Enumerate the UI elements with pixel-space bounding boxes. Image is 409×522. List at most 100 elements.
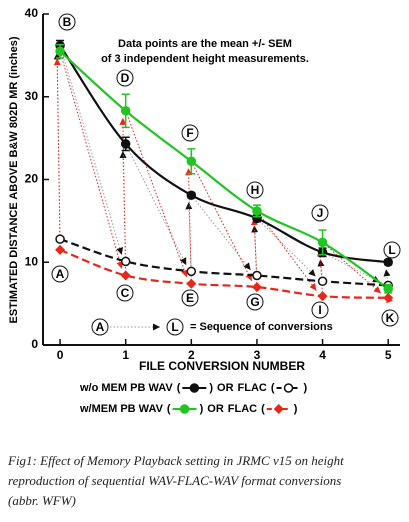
legend-paren: ) — [294, 403, 298, 415]
legend-marker — [179, 404, 190, 414]
point — [252, 270, 262, 281]
letter-circle — [246, 293, 264, 311]
legend-paren: ( — [261, 403, 265, 415]
x-tick-label: 5 — [385, 348, 392, 362]
x-tick-label: 4 — [319, 348, 326, 362]
point — [383, 283, 393, 294]
legend-marker — [273, 404, 284, 414]
caption: reproduction of sequential WAV-FLAC-WAV … — [8, 473, 341, 488]
annotation: Data points are the mean +/- SEM — [118, 38, 292, 50]
sequence-arrow — [190, 161, 253, 282]
sequence-letter: A — [96, 320, 105, 334]
y-tick-label: 40 — [25, 6, 39, 20]
letter-circle — [51, 265, 69, 283]
sequence-letter: L — [388, 243, 395, 257]
y-tick-label: 10 — [25, 254, 39, 268]
sequence-note: = Sequence of conversions — [190, 321, 333, 333]
sequence-letter: E — [186, 291, 194, 305]
legend-paren: ) — [304, 382, 308, 394]
point — [120, 139, 131, 149]
point — [120, 106, 131, 116]
caption: Fig1: Effect of Memory Playback setting … — [7, 453, 344, 468]
sequence-arrow — [185, 202, 193, 272]
point — [252, 206, 262, 216]
point — [120, 270, 131, 281]
point — [186, 156, 197, 167]
sequence-arrow — [59, 51, 124, 269]
legend-marker — [189, 383, 200, 393]
point — [120, 256, 131, 267]
point — [317, 237, 328, 248]
letter-circle — [181, 124, 199, 142]
x-tick-label: 2 — [188, 348, 195, 362]
sequence-letter: I — [318, 303, 321, 317]
legend-marker — [283, 383, 294, 393]
letter-circle — [58, 13, 76, 31]
x-tick-label: 3 — [254, 348, 261, 362]
x-axis-label: FILE CONVERSION NUMBER — [139, 359, 305, 373]
letter-circle — [311, 301, 329, 319]
sequence-letter: F — [186, 126, 193, 140]
series-line — [59, 238, 389, 287]
sequence-arrow — [125, 143, 187, 266]
legend-joiner: OR — [207, 403, 224, 415]
point — [186, 266, 197, 277]
point — [383, 257, 393, 267]
letter-circle — [116, 284, 134, 302]
legend-label: FLAC — [238, 382, 267, 394]
legend-joiner: OR — [217, 382, 234, 394]
sequence-letter: G — [250, 295, 259, 309]
sequence-letter: H — [251, 183, 260, 197]
legend-row: w/o MEM PB WAV () OR FLAC () — [79, 382, 308, 394]
letter-circle — [91, 318, 109, 336]
y-axis-label: ESTIMATED DISTANCE ABOVE B&W 802D MR (in… — [8, 36, 20, 323]
sequence-arrow — [256, 210, 317, 291]
legend-row: w/MEM PB WAV() OR FLAC() — [79, 403, 298, 415]
legend-paren: ) — [200, 403, 204, 415]
series-line — [59, 50, 389, 290]
letter-circle — [166, 318, 184, 336]
letter-circle — [181, 289, 199, 307]
sequence-letter: C — [121, 286, 130, 300]
point — [186, 190, 197, 200]
letter-circle — [311, 204, 329, 222]
sequence-letter: L — [171, 320, 178, 334]
letter-circle — [116, 69, 134, 87]
x-tick-label: 1 — [122, 348, 129, 362]
point — [317, 276, 328, 287]
point — [55, 234, 65, 244]
sequence-letter: B — [63, 15, 72, 29]
y-tick-label: 30 — [25, 89, 39, 103]
letter-circle — [383, 241, 401, 259]
caption: (abbr. WFW) — [8, 493, 76, 508]
sequence-letter: D — [121, 71, 130, 85]
point — [55, 244, 66, 255]
point — [251, 282, 262, 293]
sequence-arrow — [59, 45, 124, 255]
legend-paren: ( — [167, 403, 171, 415]
sequence-arrow — [322, 251, 381, 283]
point — [186, 278, 197, 289]
legend-label: w/MEM PB WAV — [79, 403, 164, 415]
sequence-arrow — [251, 225, 259, 276]
sequence-arrow — [125, 110, 188, 278]
legend-paren: ) — [209, 382, 213, 394]
y-tick-label: 20 — [25, 172, 39, 186]
x-tick-label: 0 — [57, 348, 64, 362]
series-line — [59, 248, 389, 299]
legend-paren: ( — [271, 382, 275, 394]
letter-circle — [381, 309, 399, 327]
y-tick-label: 0 — [31, 337, 38, 351]
legend-paren: ( — [177, 382, 181, 394]
sequence-letter: A — [56, 267, 65, 281]
point — [55, 46, 65, 56]
letter-circle — [246, 181, 264, 199]
series-line — [59, 44, 389, 264]
legend-label: FLAC — [228, 403, 257, 415]
sequence-arrow — [53, 58, 61, 250]
sequence-arrow — [322, 242, 382, 294]
annotation: of 3 independent height measurements. — [101, 53, 309, 65]
legend-label: w/o MEM PB WAV — [79, 382, 173, 394]
sequence-arrow — [383, 269, 391, 286]
